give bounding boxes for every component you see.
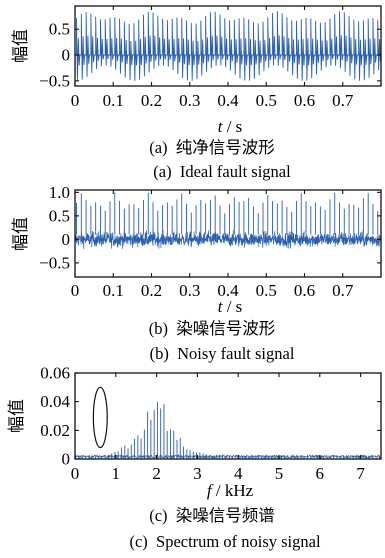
a-xtick-label: 0.3 <box>179 91 200 110</box>
a-xtick-label: 0.1 <box>103 91 124 110</box>
a-xtick-label: 0.6 <box>294 91 315 110</box>
a-ytick-label: 0.5 <box>49 20 70 39</box>
panel-a-ylabel: 幅值 <box>11 29 31 63</box>
panel-c-spectrum <box>74 401 382 460</box>
c-xtick-label: 4 <box>234 464 243 483</box>
b-ytick-label: 0.5 <box>49 206 70 225</box>
panel-c-caption-cn: (c) 染噪信号频谱 <box>149 506 275 525</box>
c-xtick-label: 0 <box>71 464 80 483</box>
c-ytick-label: 0.06 <box>40 364 70 383</box>
a-xtick-label: 0 <box>71 91 80 110</box>
a-ytick-label: 0 <box>62 46 71 65</box>
c-xtick-label: 7 <box>356 464 365 483</box>
panel-c-spectral-lines <box>75 401 380 459</box>
b-xtick-label: 0.1 <box>103 281 124 300</box>
panel-c-ylabel: 幅值 <box>7 399 27 433</box>
b-ytick-label: 0 <box>62 230 71 249</box>
panel-b-noise <box>74 229 382 250</box>
panel-a-x-ticks: 0 0.1 0.2 0.3 0.4 0.5 0.6 0.7 <box>71 6 354 110</box>
panel-a: 0 0.1 0.2 0.3 0.4 0.5 0.6 0.7 0.50−0.5 幅值 t / s… <box>11 5 382 181</box>
panel-b-ylabel: 幅值 <box>11 217 31 251</box>
panel-b-x-ticks: 0 0.1 0.2 0.3 0.4 0.5 0.6 0.7 <box>71 190 354 300</box>
b-xtick-label: 0.5 <box>256 281 277 300</box>
b-xtick-label: 0.2 <box>141 281 162 300</box>
b-xtick-label: 0.3 <box>179 281 200 300</box>
panel-b-y-ticks: 1.0 0.5 0 −0.5 <box>39 183 381 272</box>
a-ytick-label: −0.5 <box>39 71 70 90</box>
c-xtick-label: 1 <box>112 464 121 483</box>
panel-c-caption-en: (c) Spectrum of noisy signal <box>129 532 321 551</box>
a-xtick-label: 0.5 <box>256 91 277 110</box>
panel-a-y-ticks: 0.5 0 −0.5 <box>39 20 381 90</box>
panel-c-y-ticks: 0.06 0.04 0.02 0 <box>40 364 381 469</box>
b-ytick-label: 1.0 <box>49 183 70 202</box>
a-xtick-label: 0.4 <box>217 91 239 110</box>
a-xtick-label: 0.7 <box>332 91 354 110</box>
c-ytick-label: 0 <box>62 450 71 469</box>
panel-a-caption-cn: (a) 纯净信号波形 <box>149 138 275 157</box>
b-xtick-label: 0.6 <box>294 281 315 300</box>
panel-c: 0 1 2 3 4 5 6 7 0.06 0.04 0.02 0 幅值 f / kHz (c) 染噪… <box>7 364 382 551</box>
a-xtick-label: 0.2 <box>141 91 162 110</box>
c-xtick-label: 6 <box>316 464 325 483</box>
panel-b-signal <box>74 192 382 250</box>
b-ytick-label: −0.5 <box>39 253 70 272</box>
c-ytick-label: 0.02 <box>40 421 70 440</box>
panel-b: 0 0.1 0.2 0.3 0.4 0.5 0.6 0.7 1.00.50−0.5 幅值 t … <box>11 183 382 363</box>
panel-b-impulses <box>76 192 379 235</box>
panel-c-x-ticks: 0 1 2 3 4 5 6 7 <box>71 373 365 483</box>
c-ytick-label: 0.04 <box>40 392 70 411</box>
panel-a-impulses <box>76 11 382 81</box>
panel-b-caption-en: (b) Noisy fault signal <box>150 344 295 363</box>
c-xtick-label: 3 <box>193 464 202 483</box>
panel-b-caption-cn: (b) 染噪信号波形 <box>149 319 276 338</box>
b-xtick-label: 0 <box>71 281 80 300</box>
panel-c-noise-floor <box>74 453 382 460</box>
panel-b-xlabel: t / s <box>218 297 243 316</box>
panel-a-signal <box>75 11 382 81</box>
panel-a-xlabel: t / s <box>218 117 243 136</box>
b-xtick-label: 0.4 <box>217 281 239 300</box>
panel-c-highlight-ellipse <box>92 386 108 449</box>
panel-a-caption-en: (a) Ideal fault signal <box>153 162 291 181</box>
panel-c-frame <box>74 372 382 460</box>
panel-c-xlabel: f / kHz <box>207 481 254 500</box>
b-xtick-label: 0.7 <box>332 281 354 300</box>
c-xtick-label: 5 <box>275 464 284 483</box>
c-xtick-label: 2 <box>152 464 161 483</box>
